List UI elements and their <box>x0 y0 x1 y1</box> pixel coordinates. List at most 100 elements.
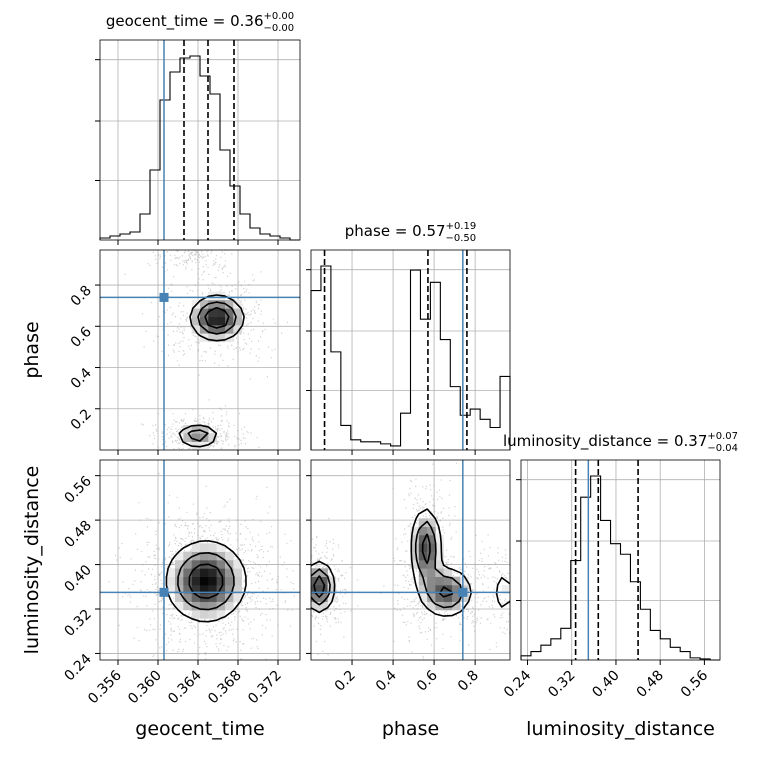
density-cell <box>451 593 461 602</box>
density-cell <box>427 543 436 552</box>
contour-level-2 <box>313 533 454 598</box>
density-cell <box>443 576 453 586</box>
density-cell <box>183 568 192 577</box>
density-cell <box>183 425 192 434</box>
density-cell <box>451 585 461 594</box>
density-cell <box>166 576 176 586</box>
y-tick-label-luminosity_distance: 0.56 <box>61 473 94 506</box>
density-cell <box>418 560 428 569</box>
density-cell <box>191 316 201 326</box>
density-cell <box>216 568 226 577</box>
density-cell <box>175 560 184 569</box>
density-cell <box>208 316 217 326</box>
density-cell <box>166 568 176 577</box>
density-cell <box>225 316 234 326</box>
density-cell <box>191 601 201 611</box>
density-cell <box>418 585 428 594</box>
density-cell <box>435 535 444 544</box>
density-panel-geocent_time-luminosity_distance <box>100 460 300 660</box>
density-cell <box>183 560 192 569</box>
density-cell <box>427 526 436 536</box>
density-cell <box>460 593 469 602</box>
density-cell <box>200 610 209 619</box>
truth-marker <box>159 587 169 597</box>
panel-frame <box>99 39 301 241</box>
y-tick-label-phase: 0.8 <box>68 283 95 310</box>
x-tick-label-luminosity_distance: 0.48 <box>634 668 667 701</box>
density-cell <box>233 568 242 577</box>
panel-title-phase: phase = 0.57+0.19 −0.50 <box>345 221 476 244</box>
density-cell <box>443 601 453 611</box>
density-cell <box>435 585 444 594</box>
density-cell <box>225 576 234 586</box>
density-cell <box>327 576 337 586</box>
density-cell <box>183 593 192 602</box>
density-cell <box>233 316 242 326</box>
density-cell <box>208 300 217 309</box>
density-cell <box>200 568 209 577</box>
density-cell <box>319 601 328 611</box>
density-cell <box>208 333 217 342</box>
x-tick-label-luminosity_distance: 0.40 <box>589 668 622 701</box>
density-cell <box>183 585 192 594</box>
x-tick-label-geocent_time: 0.356 <box>85 667 125 707</box>
density-cell <box>225 601 234 611</box>
density-cell <box>225 551 234 561</box>
density-cell <box>200 601 209 611</box>
density-cell <box>216 316 226 326</box>
density-cell <box>427 585 436 594</box>
density-cell <box>175 551 184 561</box>
y-tick-label-phase: 0.6 <box>68 324 95 351</box>
density-cell <box>191 568 201 577</box>
x-tick-label-geocent_time: 0.372 <box>245 668 285 708</box>
x-tick-label-phase: 0.4 <box>373 667 400 694</box>
contour-level-1 <box>177 552 235 611</box>
density-cell <box>191 433 201 442</box>
density-cell <box>208 585 217 594</box>
panel-frame <box>520 459 721 661</box>
x-tick-label-luminosity_distance: 0.32 <box>545 668 578 701</box>
density-cell <box>191 585 201 594</box>
density-cell <box>319 593 328 602</box>
density-cell <box>208 576 217 586</box>
x-tick-label-luminosity_distance: 0.24 <box>501 667 534 700</box>
density-cell <box>191 308 201 317</box>
density-cell <box>233 560 242 569</box>
density-cell <box>216 325 226 334</box>
density-cell <box>200 425 209 434</box>
y-axis-label-luminosity_distance: luminosity_distance <box>21 466 43 655</box>
density-cell <box>427 560 436 569</box>
scatter-points <box>311 460 510 659</box>
histogram-panel-geocent_time: geocent_time = 0.36+0.00 −0.00 <box>95 11 301 241</box>
density-cell <box>225 300 234 309</box>
density-cell <box>216 308 226 317</box>
x-tick-label-geocent_time: 0.368 <box>205 668 245 708</box>
density-cell <box>175 593 184 602</box>
density-cell <box>418 535 428 544</box>
density-cell <box>225 585 234 594</box>
density-cell <box>443 568 453 577</box>
density-cell <box>435 576 444 586</box>
density-cell <box>183 551 192 561</box>
contour-level-2 <box>204 307 230 329</box>
x-tick-label-phase: 0.8 <box>455 668 482 695</box>
density-cell <box>200 551 209 561</box>
density-cell <box>191 593 201 602</box>
density-cell <box>208 610 217 619</box>
contour-level-0 <box>311 508 510 617</box>
density-cell <box>233 593 242 602</box>
x-axis-label-geocent_time: geocent_time <box>135 718 264 740</box>
y-tick-label-luminosity_distance: 0.32 <box>61 607 94 640</box>
density-cell <box>427 601 436 611</box>
x-tick-label-geocent_time: 0.364 <box>165 667 205 707</box>
density-cell <box>216 300 226 309</box>
y-tick-label-luminosity_distance: 0.40 <box>61 562 94 595</box>
density-cell <box>410 551 420 561</box>
truth-crosshair <box>100 460 300 660</box>
density-cell <box>216 560 226 569</box>
density-cell <box>418 518 428 527</box>
density-cell <box>200 543 209 552</box>
density-cell <box>427 576 436 586</box>
density-cell <box>216 333 226 342</box>
x-tick-label-luminosity_distance: 0.56 <box>678 667 711 700</box>
